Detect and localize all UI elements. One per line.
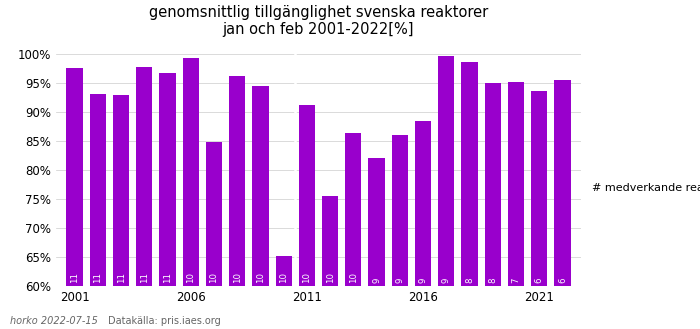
Text: 10: 10 (256, 272, 265, 283)
Text: 9: 9 (419, 278, 428, 283)
Text: 10: 10 (302, 272, 312, 283)
Text: 8: 8 (465, 278, 474, 283)
Text: 9: 9 (395, 278, 405, 283)
Text: 10: 10 (279, 272, 288, 283)
Bar (136, 66, 153, 286)
Bar (90, 94, 106, 286)
Bar (252, 86, 269, 286)
Text: 7: 7 (512, 278, 521, 283)
Text: 11: 11 (116, 272, 125, 283)
Bar (461, 62, 477, 286)
Bar (531, 91, 547, 286)
Text: 11: 11 (140, 272, 149, 283)
Title: genomsnittlig tillgänglighet svenska reaktorer
jan och feb 2001-2022[%]: genomsnittlig tillgänglighet svenska rea… (149, 5, 488, 38)
Bar (484, 83, 501, 286)
Text: 10: 10 (232, 272, 241, 283)
Bar (392, 135, 408, 286)
Text: 11: 11 (163, 272, 172, 283)
Bar (554, 80, 570, 286)
Bar (322, 196, 338, 286)
Text: 10: 10 (209, 272, 218, 283)
Bar (160, 73, 176, 286)
Bar (66, 68, 83, 286)
Text: 9: 9 (372, 278, 381, 283)
Bar (229, 76, 245, 286)
Bar (368, 158, 385, 286)
Text: 10: 10 (326, 272, 335, 283)
Bar (508, 82, 524, 286)
Bar (299, 105, 315, 286)
Text: 10: 10 (349, 272, 358, 283)
Bar (415, 121, 431, 286)
Text: 11: 11 (93, 272, 102, 283)
Text: horko 2022-07-15: horko 2022-07-15 (10, 316, 99, 326)
Bar (345, 133, 361, 286)
Text: 6: 6 (535, 278, 544, 283)
Text: 9: 9 (442, 278, 451, 283)
Text: 10: 10 (186, 272, 195, 283)
Text: 6: 6 (558, 278, 567, 283)
Bar (183, 58, 199, 286)
Bar (438, 56, 454, 286)
Text: 11: 11 (70, 272, 79, 283)
Text: 8: 8 (488, 278, 497, 283)
Text: Datakälla: pris.iaes.org: Datakälla: pris.iaes.org (108, 316, 221, 326)
Text: # medverkande reaktorer: # medverkande reaktorer (592, 183, 700, 192)
Bar (206, 142, 222, 286)
Bar (276, 256, 292, 286)
Bar (113, 95, 130, 286)
